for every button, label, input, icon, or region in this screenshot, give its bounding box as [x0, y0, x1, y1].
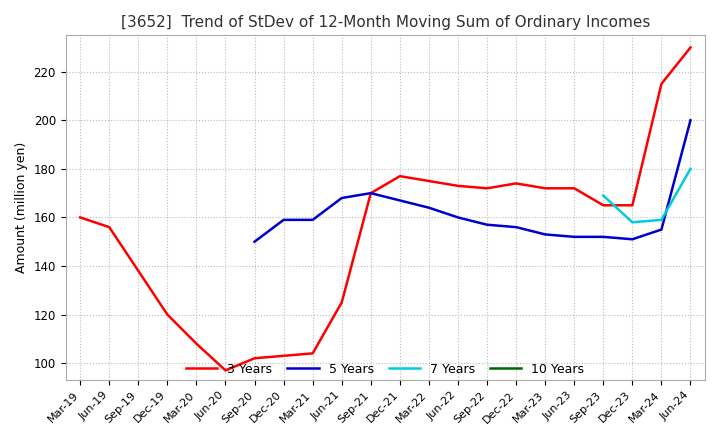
3 Years [425, 178, 433, 183]
3 Years [221, 368, 230, 373]
5 Years [366, 191, 375, 196]
Line: 7 Years: 7 Years [603, 169, 690, 222]
5 Years [512, 224, 521, 230]
3 Years [686, 45, 695, 50]
5 Years [251, 239, 259, 244]
3 Years [628, 203, 636, 208]
5 Years [454, 215, 462, 220]
3 Years [570, 186, 579, 191]
5 Years [395, 198, 404, 203]
5 Years [599, 234, 608, 239]
3 Years [366, 191, 375, 196]
3 Years [163, 312, 171, 317]
5 Years [279, 217, 288, 223]
5 Years [570, 234, 579, 239]
7 Years [599, 193, 608, 198]
3 Years [338, 300, 346, 305]
5 Years [541, 232, 549, 237]
5 Years [425, 205, 433, 210]
Line: 3 Years: 3 Years [80, 48, 690, 370]
5 Years [482, 222, 491, 227]
5 Years [308, 217, 317, 223]
7 Years [686, 166, 695, 172]
3 Years [395, 173, 404, 179]
3 Years [105, 224, 114, 230]
5 Years [338, 195, 346, 201]
3 Years [482, 186, 491, 191]
7 Years [657, 217, 666, 223]
3 Years [251, 356, 259, 361]
3 Years [134, 268, 143, 274]
3 Years [454, 183, 462, 188]
3 Years [279, 353, 288, 359]
3 Years [541, 186, 549, 191]
Title: [3652]  Trend of StDev of 12-Month Moving Sum of Ordinary Incomes: [3652] Trend of StDev of 12-Month Moving… [121, 15, 650, 30]
3 Years [76, 215, 84, 220]
5 Years [628, 237, 636, 242]
3 Years [192, 341, 201, 346]
Y-axis label: Amount (million yen): Amount (million yen) [15, 142, 28, 273]
3 Years [599, 203, 608, 208]
5 Years [686, 117, 695, 123]
Legend: 3 Years, 5 Years, 7 Years, 10 Years: 3 Years, 5 Years, 7 Years, 10 Years [181, 358, 590, 381]
3 Years [308, 351, 317, 356]
3 Years [512, 181, 521, 186]
7 Years [628, 220, 636, 225]
Line: 5 Years: 5 Years [255, 120, 690, 242]
3 Years [657, 81, 666, 87]
5 Years [657, 227, 666, 232]
